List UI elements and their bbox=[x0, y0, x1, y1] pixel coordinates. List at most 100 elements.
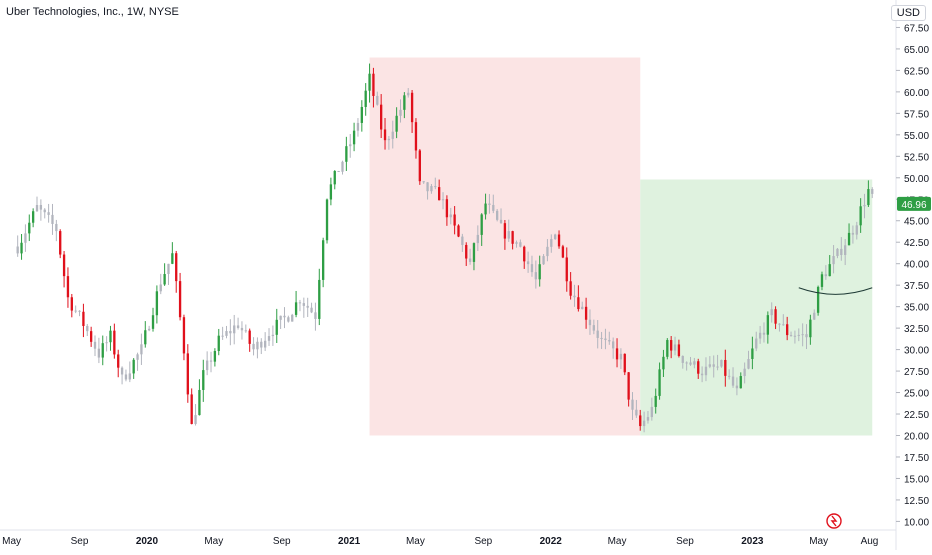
price-tick-label: 32.50 bbox=[904, 324, 929, 335]
candle-body bbox=[867, 189, 870, 206]
last-price-layer: 46.96 bbox=[897, 196, 931, 211]
candle-body bbox=[298, 302, 302, 304]
candle-body bbox=[202, 370, 205, 390]
candle-body bbox=[782, 324, 785, 326]
time-tick-label: Sep bbox=[676, 536, 694, 547]
candle-body bbox=[859, 206, 862, 226]
candle-body bbox=[863, 205, 866, 207]
candle-body bbox=[190, 394, 193, 424]
candle-body bbox=[356, 122, 360, 131]
price-tick-label: 22.50 bbox=[904, 410, 929, 421]
candle-body bbox=[410, 92, 414, 123]
candle-body bbox=[194, 415, 197, 424]
time-tick-label: Sep bbox=[273, 536, 291, 547]
candle-body bbox=[577, 297, 580, 310]
candle-body bbox=[260, 341, 263, 348]
candle-body bbox=[360, 106, 363, 123]
candle-body bbox=[569, 281, 572, 296]
candle-body bbox=[550, 239, 553, 247]
candle-body bbox=[205, 360, 209, 371]
candle-body bbox=[20, 242, 23, 254]
time-tick-label: 2020 bbox=[136, 536, 159, 547]
candle-body bbox=[256, 341, 259, 350]
candle-body bbox=[573, 295, 576, 298]
candle-body bbox=[82, 311, 85, 326]
candle-body bbox=[828, 264, 831, 277]
candle-body bbox=[78, 310, 81, 312]
candle-body bbox=[670, 340, 673, 351]
candle-body bbox=[844, 245, 847, 255]
candle-body bbox=[333, 170, 336, 185]
candle-body bbox=[523, 246, 526, 262]
candle-body bbox=[650, 406, 653, 418]
candle-body bbox=[735, 385, 739, 389]
currency-button[interactable]: USD bbox=[890, 5, 926, 21]
candle-body bbox=[704, 366, 708, 376]
candle-body bbox=[209, 360, 213, 362]
candle-body bbox=[62, 254, 66, 277]
candle-body bbox=[395, 115, 398, 132]
candle-body bbox=[697, 361, 700, 374]
candle-body bbox=[167, 263, 170, 275]
candle-body bbox=[349, 144, 352, 147]
last-price-badge bbox=[897, 196, 931, 211]
candle-body bbox=[275, 319, 278, 335]
price-tick-label: 65.00 bbox=[904, 45, 929, 56]
candle-body bbox=[840, 248, 843, 255]
price-tick-label: 55.00 bbox=[904, 131, 929, 142]
price-tick-label: 10.00 bbox=[904, 517, 929, 528]
candle-body bbox=[642, 420, 646, 427]
candle-body bbox=[248, 330, 251, 344]
candle-body bbox=[515, 242, 518, 244]
candle-body bbox=[124, 374, 128, 380]
candle-body bbox=[399, 109, 402, 116]
candle-body bbox=[171, 253, 174, 264]
candle-body bbox=[244, 330, 247, 332]
candle-body bbox=[600, 337, 603, 339]
time-tick-label: 2021 bbox=[338, 536, 361, 547]
candle-body bbox=[291, 314, 294, 322]
candle-body bbox=[252, 343, 255, 350]
candle-body bbox=[816, 286, 820, 313]
candle-body bbox=[615, 348, 619, 360]
candle-body bbox=[635, 409, 638, 416]
candle-body bbox=[820, 274, 824, 287]
candle-body bbox=[793, 335, 797, 337]
candle-body bbox=[113, 330, 116, 355]
candle-body bbox=[287, 317, 290, 322]
candle-body bbox=[751, 348, 754, 359]
candle-body bbox=[422, 181, 425, 183]
time-tick-label: May bbox=[406, 536, 425, 547]
candle-body bbox=[639, 415, 642, 427]
candle-body bbox=[612, 341, 615, 349]
price-tick-label: 20.00 bbox=[904, 432, 929, 443]
curve-line bbox=[798, 287, 873, 295]
candle-body bbox=[163, 274, 166, 285]
candle-body bbox=[387, 138, 391, 141]
price-tick-label: 40.00 bbox=[904, 260, 929, 271]
candle-body bbox=[128, 373, 131, 380]
candle-body bbox=[352, 130, 356, 145]
candle-body bbox=[666, 340, 669, 357]
candle-body bbox=[379, 104, 383, 130]
candle-body bbox=[182, 317, 186, 354]
candle-body bbox=[89, 331, 93, 342]
price-tick-label: 50.00 bbox=[904, 174, 929, 185]
candle-body bbox=[434, 186, 437, 188]
candle-body bbox=[851, 232, 855, 235]
candle-body bbox=[225, 331, 228, 336]
candle-body bbox=[55, 223, 58, 232]
candle-body bbox=[267, 336, 271, 341]
candle-body bbox=[519, 242, 522, 247]
time-tick-label: May bbox=[2, 536, 21, 547]
candle-body bbox=[774, 309, 777, 324]
candle-body bbox=[51, 214, 54, 224]
price-axis: 10.00 12.50 15.00 17.50 20.00 22.50 25.00 27.50… bbox=[895, 0, 929, 550]
candle-body bbox=[685, 362, 688, 364]
time-tick-label: Sep bbox=[474, 536, 492, 547]
candle-body bbox=[43, 209, 46, 213]
candle-body bbox=[526, 261, 530, 265]
candle-body bbox=[263, 340, 267, 348]
candle-body bbox=[546, 246, 549, 257]
